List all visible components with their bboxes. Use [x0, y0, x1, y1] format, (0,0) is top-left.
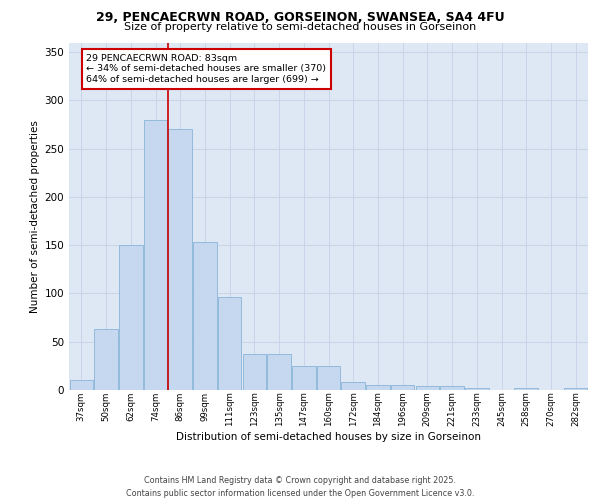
- Bar: [70, 380, 93, 390]
- Bar: [193, 242, 217, 390]
- Bar: [317, 366, 340, 390]
- Bar: [366, 385, 389, 390]
- Bar: [292, 366, 316, 390]
- Bar: [268, 354, 291, 390]
- Bar: [169, 130, 192, 390]
- Bar: [218, 298, 241, 390]
- X-axis label: Distribution of semi-detached houses by size in Gorseinon: Distribution of semi-detached houses by …: [176, 432, 481, 442]
- Bar: [94, 329, 118, 390]
- Bar: [465, 388, 488, 390]
- Bar: [341, 382, 365, 390]
- Text: Contains HM Land Registry data © Crown copyright and database right 2025.
Contai: Contains HM Land Registry data © Crown c…: [126, 476, 474, 498]
- Bar: [514, 388, 538, 390]
- Bar: [564, 388, 587, 390]
- Bar: [391, 385, 415, 390]
- Bar: [416, 386, 439, 390]
- Bar: [119, 245, 143, 390]
- Bar: [144, 120, 167, 390]
- Text: 29 PENCAECRWN ROAD: 83sqm
← 34% of semi-detached houses are smaller (370)
64% of: 29 PENCAECRWN ROAD: 83sqm ← 34% of semi-…: [86, 54, 326, 84]
- Bar: [242, 354, 266, 390]
- Text: Size of property relative to semi-detached houses in Gorseinon: Size of property relative to semi-detach…: [124, 22, 476, 32]
- Bar: [440, 386, 464, 390]
- Text: 29, PENCAECRWN ROAD, GORSEINON, SWANSEA, SA4 4FU: 29, PENCAECRWN ROAD, GORSEINON, SWANSEA,…: [95, 11, 505, 24]
- Y-axis label: Number of semi-detached properties: Number of semi-detached properties: [30, 120, 40, 312]
